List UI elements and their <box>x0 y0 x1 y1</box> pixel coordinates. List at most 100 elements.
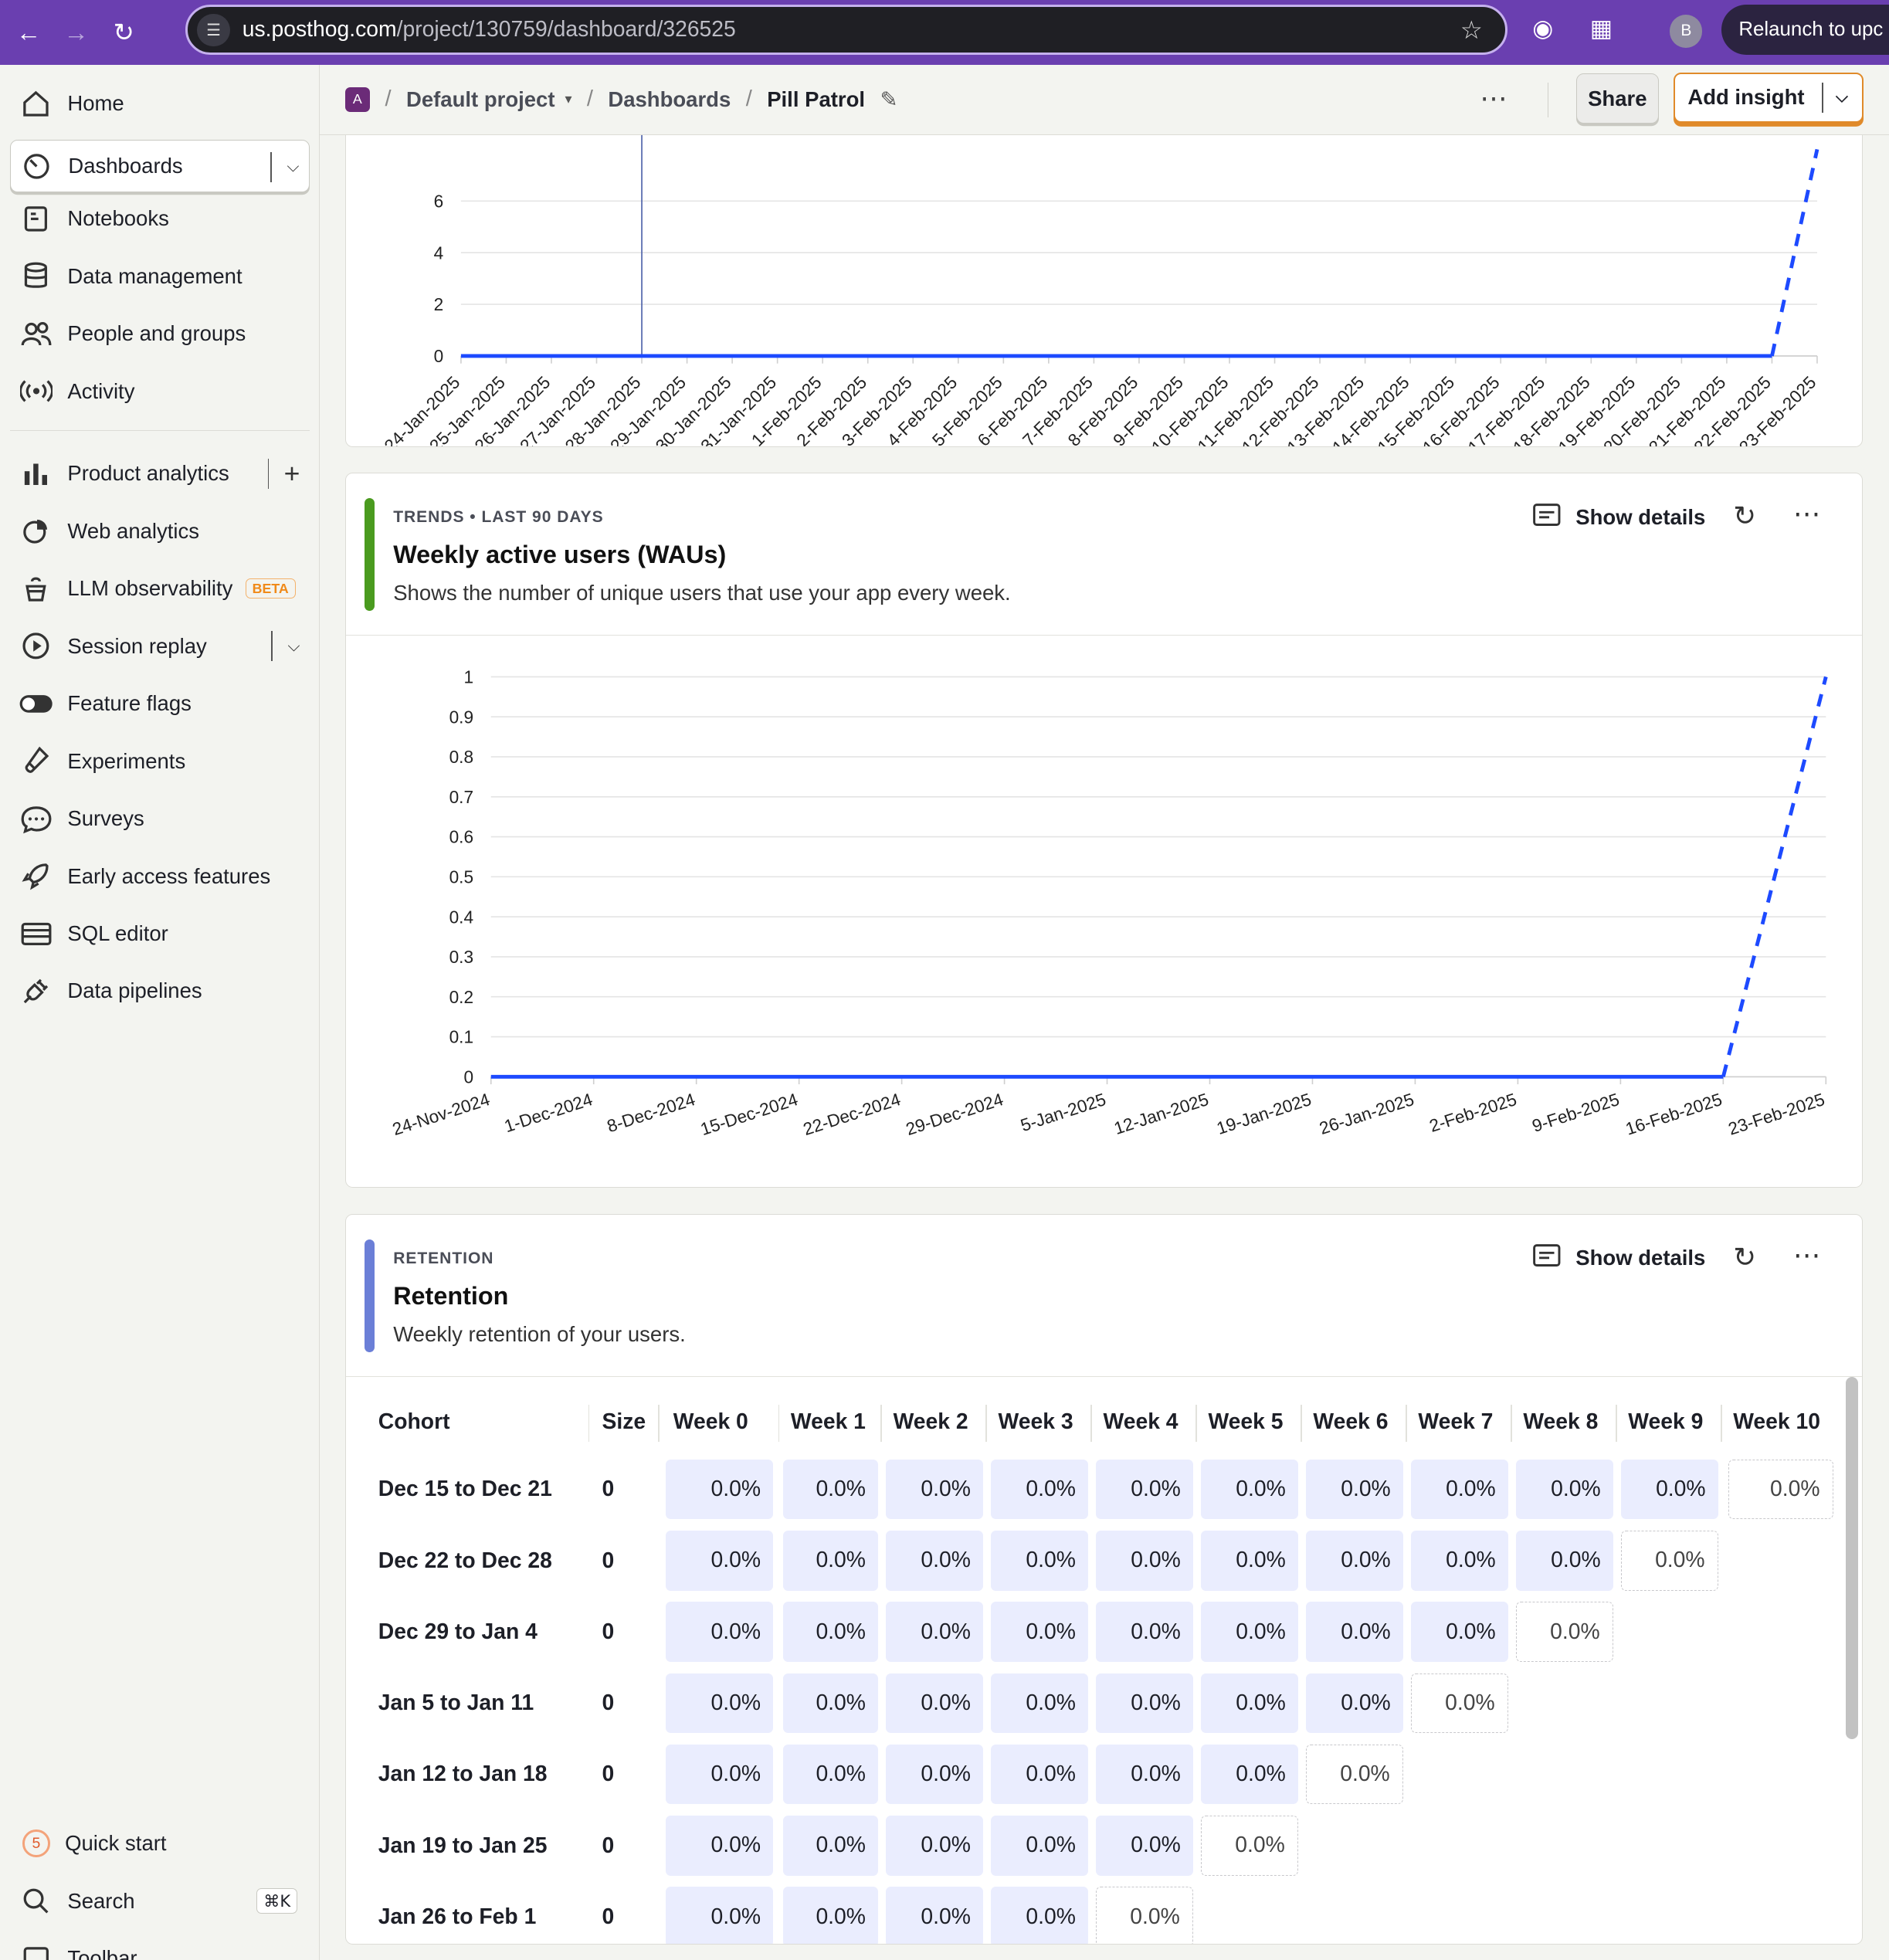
retention-cell[interactable]: 0.0% <box>1095 1887 1194 1945</box>
retention-cell[interactable]: 0.0% <box>783 1816 879 1876</box>
sidebar-item-dashboards[interactable]: Dashboards ⌵ <box>9 140 310 193</box>
retention-cell[interactable]: 0.0% <box>1515 1602 1613 1662</box>
search-item[interactable]: Search ⌘K <box>10 1875 310 1928</box>
sidebar-item-sql-editor[interactable]: SQL editor <box>10 907 310 960</box>
retention-cell[interactable]: 0.0% <box>1200 1459 1298 1520</box>
sidebar-item-people-and-groups[interactable]: People and groups <box>10 307 310 360</box>
retention-cell[interactable]: 0.0% <box>1728 1459 1833 1520</box>
retention-cell[interactable]: 0.0% <box>885 1531 984 1591</box>
refresh-icon[interactable]: ↻ <box>1733 1242 1757 1273</box>
retention-cell[interactable]: 0.0% <box>1095 1744 1194 1805</box>
table-scrollbar[interactable] <box>1845 1376 1859 1740</box>
retention-cell[interactable]: 0.0% <box>1200 1531 1298 1591</box>
profile-avatar[interactable]: B <box>1670 15 1703 48</box>
retention-cell[interactable]: 0.0% <box>1410 1673 1508 1734</box>
retention-cell[interactable]: 0.0% <box>1410 1459 1508 1520</box>
retention-cell[interactable]: 0.0% <box>666 1816 774 1876</box>
retention-cell[interactable]: 0.0% <box>783 1531 879 1591</box>
retention-cell[interactable]: 0.0% <box>1200 1602 1298 1662</box>
retention-cell[interactable]: 0.0% <box>1410 1531 1508 1591</box>
site-settings-icon[interactable]: ☰ <box>197 13 230 46</box>
retention-cell[interactable]: 0.0% <box>1410 1602 1508 1662</box>
breadcrumb-dashboards[interactable]: Dashboards <box>608 86 731 111</box>
retention-cell[interactable]: 0.0% <box>1200 1816 1298 1876</box>
retention-cell[interactable]: 0.0% <box>1095 1673 1194 1734</box>
retention-cell[interactable]: 0.0% <box>666 1673 774 1734</box>
sidebar-item-feature-flags[interactable]: Feature flags <box>10 677 310 730</box>
sidebar-item-data-management[interactable]: Data management <box>10 250 310 303</box>
retention-cell[interactable]: 0.0% <box>1620 1531 1718 1591</box>
card-title[interactable]: Retention <box>393 1281 509 1310</box>
show-details-button[interactable]: Show details <box>1533 1244 1705 1272</box>
address-bar[interactable]: ☰ us.posthog.com/project/130759/dashboar… <box>185 5 1507 56</box>
retention-cell[interactable]: 0.0% <box>1095 1816 1194 1876</box>
chevron-down-icon[interactable]: ⌵ <box>287 158 300 176</box>
sidebar-item-early-access-features[interactable]: Early access features <box>10 850 310 903</box>
retention-cell[interactable]: 0.0% <box>885 1602 984 1662</box>
retention-cell[interactable]: 0.0% <box>1200 1744 1298 1805</box>
sidebar-item-product-analytics[interactable]: Product analytics + <box>10 447 310 500</box>
sidebar-item-activity[interactable]: Activity <box>10 365 310 418</box>
extension-icon[interactable]: ◉ <box>1532 15 1554 42</box>
retention-cell[interactable]: 0.0% <box>990 1531 1089 1591</box>
retention-cell[interactable]: 0.0% <box>666 1744 774 1805</box>
retention-cell[interactable]: 0.0% <box>783 1602 879 1662</box>
retention-cell[interactable]: 0.0% <box>990 1816 1089 1876</box>
retention-cell[interactable]: 0.0% <box>783 1459 879 1520</box>
edit-pencil-icon[interactable]: ✎ <box>880 86 898 111</box>
retention-cell[interactable]: 0.0% <box>666 1887 774 1945</box>
retention-cell[interactable]: 0.0% <box>1095 1459 1194 1520</box>
bookmark-star-icon[interactable]: ☆ <box>1460 15 1483 44</box>
retention-cell[interactable]: 0.0% <box>1095 1602 1194 1662</box>
retention-cell[interactable]: 0.0% <box>885 1459 984 1520</box>
retention-cell[interactable]: 0.0% <box>885 1887 984 1945</box>
sidebar-item-session-replay[interactable]: Session replay ⌵ <box>10 620 310 673</box>
retention-cell[interactable]: 0.0% <box>666 1531 774 1591</box>
show-details-button[interactable]: Show details <box>1533 503 1705 531</box>
retention-cell[interactable]: 0.0% <box>666 1459 774 1520</box>
retention-cell[interactable]: 0.0% <box>885 1744 984 1805</box>
retention-cell[interactable]: 0.0% <box>783 1744 879 1805</box>
share-button[interactable]: Share <box>1575 73 1659 124</box>
sidebar-item-home[interactable]: Home <box>10 77 310 130</box>
plus-icon[interactable]: + <box>283 457 300 489</box>
retention-cell[interactable]: 0.0% <box>1305 1673 1403 1734</box>
more-options-icon[interactable]: ⋯ <box>1792 498 1823 530</box>
refresh-icon[interactable]: ↻ <box>1733 500 1757 532</box>
retention-cell[interactable]: 0.0% <box>1095 1531 1194 1591</box>
more-options-icon[interactable]: ⋯ <box>1792 1239 1823 1270</box>
retention-cell[interactable]: 0.0% <box>990 1602 1089 1662</box>
retention-cell[interactable]: 0.0% <box>1620 1459 1718 1520</box>
retention-cell[interactable]: 0.0% <box>990 1887 1089 1945</box>
retention-cell[interactable]: 0.0% <box>666 1602 774 1662</box>
forward-arrow-icon[interactable]: → <box>63 18 89 46</box>
retention-cell[interactable]: 0.0% <box>990 1744 1089 1805</box>
retention-cell[interactable]: 0.0% <box>1305 1602 1403 1662</box>
more-options-icon[interactable]: ⋯ <box>1480 82 1509 114</box>
chevron-down-icon[interactable]: ⌵ <box>1836 88 1848 107</box>
sidebar-item-data-pipelines[interactable]: Data pipelines <box>10 965 310 1017</box>
retention-cell[interactable]: 0.0% <box>885 1673 984 1734</box>
chevron-down-icon[interactable]: ⌵ <box>287 636 300 655</box>
sidebar-item-web-analytics[interactable]: Web analytics <box>10 505 310 558</box>
relaunch-button[interactable]: Relaunch to upc <box>1721 5 1889 56</box>
retention-cell[interactable]: 0.0% <box>1200 1673 1298 1734</box>
retention-cell[interactable]: 0.0% <box>990 1673 1089 1734</box>
sidebar-item-surveys[interactable]: Surveys <box>10 792 310 845</box>
toolbar-item[interactable]: Toolbar <box>10 1932 310 1960</box>
breadcrumb-project[interactable]: Default project <box>405 86 555 111</box>
retention-cell[interactable]: 0.0% <box>1305 1531 1403 1591</box>
retention-cell[interactable]: 0.0% <box>1305 1459 1403 1520</box>
puzzle-icon[interactable]: ▦ <box>1589 15 1613 42</box>
retention-cell[interactable]: 0.0% <box>783 1887 879 1945</box>
card-title[interactable]: Weekly active users (WAUs) <box>393 541 727 569</box>
retention-cell[interactable]: 0.0% <box>885 1816 984 1876</box>
retention-cell[interactable]: 0.0% <box>1305 1744 1403 1805</box>
chevron-down-icon[interactable]: ▾ <box>565 91 572 107</box>
back-arrow-icon[interactable]: ← <box>16 18 42 46</box>
sidebar-item-llm-observability[interactable]: LLM observability BETA <box>10 562 310 615</box>
sidebar-item-notebooks[interactable]: Notebooks <box>10 192 310 245</box>
add-insight-button[interactable]: Add insight ⌵ <box>1674 72 1864 123</box>
retention-cell[interactable]: 0.0% <box>990 1459 1089 1520</box>
retention-cell[interactable]: 0.0% <box>1515 1459 1613 1520</box>
